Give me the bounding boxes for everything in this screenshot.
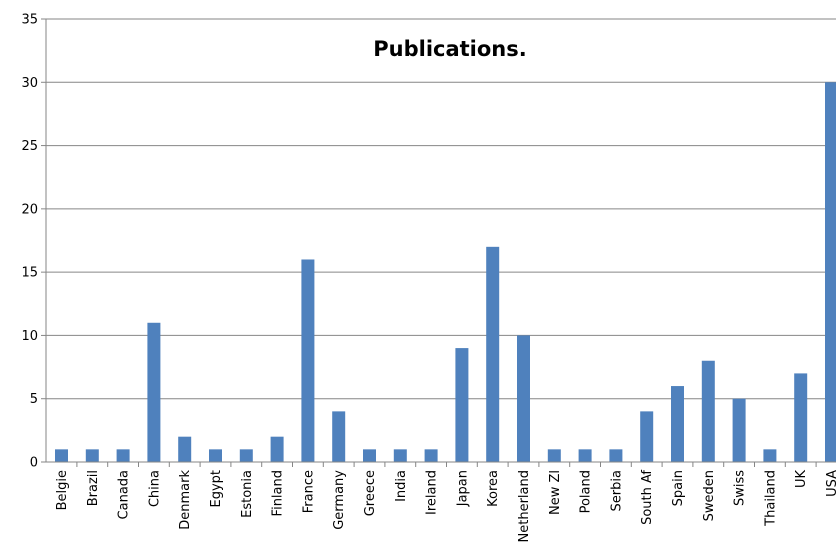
x-tick-label: Estonia <box>240 470 255 518</box>
bar-korea <box>486 246 500 462</box>
x-tick-labels: Belgie Brazil Canada China Denmark Egypt Eston… <box>55 470 836 543</box>
x-tick-label: Greece <box>363 470 378 516</box>
bar-japan <box>455 348 469 462</box>
x-tick-label: Japan <box>455 470 470 507</box>
x-tick-label: India <box>394 470 409 502</box>
bar-germany <box>332 411 346 462</box>
x-tick-label: USA <box>825 470 836 497</box>
x-tick-label: Netherland <box>517 470 532 542</box>
axes <box>41 18 836 467</box>
bar-china <box>147 322 161 462</box>
x-tick-label: Spain <box>671 470 686 506</box>
x-tick-label: Egypt <box>209 470 224 508</box>
x-tick-label: Belgie <box>55 470 70 510</box>
chart-title: Publications. <box>373 37 526 61</box>
bar-swiss <box>732 398 746 462</box>
gridlines <box>46 18 836 400</box>
x-tick-label: Finland <box>271 470 286 516</box>
y-tick-label: 30 <box>21 76 38 91</box>
bar-thailand <box>763 449 777 462</box>
x-tick-label: China <box>147 470 162 507</box>
y-tick-label: 15 <box>21 266 38 281</box>
y-tick-labels: 0 5 10 15 20 25 30 35 <box>21 13 38 471</box>
y-tick-label: 25 <box>21 139 38 154</box>
bar-serbia <box>609 449 623 462</box>
x-tick-label: New Zl <box>548 470 563 515</box>
bar-egypt <box>209 449 222 462</box>
x-tick-label: Poland <box>579 470 594 513</box>
x-tick-label: Denmark <box>178 470 193 530</box>
bar-south-af <box>640 411 654 462</box>
bar-finland <box>270 436 284 462</box>
bar-ireland <box>424 449 438 462</box>
y-tick-label: 0 <box>30 456 38 471</box>
x-tick-label: Thailand <box>763 470 778 527</box>
bar-new-zl <box>547 449 561 462</box>
x-tick-label: Korea <box>486 470 501 507</box>
y-tick-label: 20 <box>21 202 38 217</box>
y-tick-label: 10 <box>21 329 38 344</box>
bar-usa <box>825 82 836 463</box>
bars <box>55 82 836 463</box>
bar-greece <box>363 449 376 462</box>
bar-sweden <box>701 360 715 462</box>
bar-belgie <box>55 449 68 462</box>
x-tick-label: Sweden <box>702 470 717 521</box>
x-tick-label: Swiss <box>733 470 748 506</box>
x-tick-label: Brazil <box>86 470 101 506</box>
bar-brazil <box>85 449 99 462</box>
y-tick-label: 5 <box>30 392 38 407</box>
x-tick-label: Serbia <box>609 470 624 511</box>
bar-france <box>301 259 315 462</box>
x-tick-label: Canada <box>117 470 132 519</box>
bar-canada <box>116 449 130 462</box>
bar-netherland <box>517 335 530 462</box>
bar-uk <box>794 373 808 462</box>
y-tick-label: 35 <box>21 13 38 28</box>
bar-estonia <box>239 449 253 462</box>
bar-spain <box>671 386 684 462</box>
bar-india <box>393 449 407 462</box>
x-tick-label: UK <box>794 470 809 489</box>
bar-poland <box>578 449 592 462</box>
x-tick-label: France <box>301 470 316 513</box>
x-tick-label: Ireland <box>425 470 440 515</box>
x-tick-label: Germany <box>332 470 347 530</box>
x-tick-label: South Af <box>640 470 655 525</box>
bar-denmark <box>178 436 192 462</box>
